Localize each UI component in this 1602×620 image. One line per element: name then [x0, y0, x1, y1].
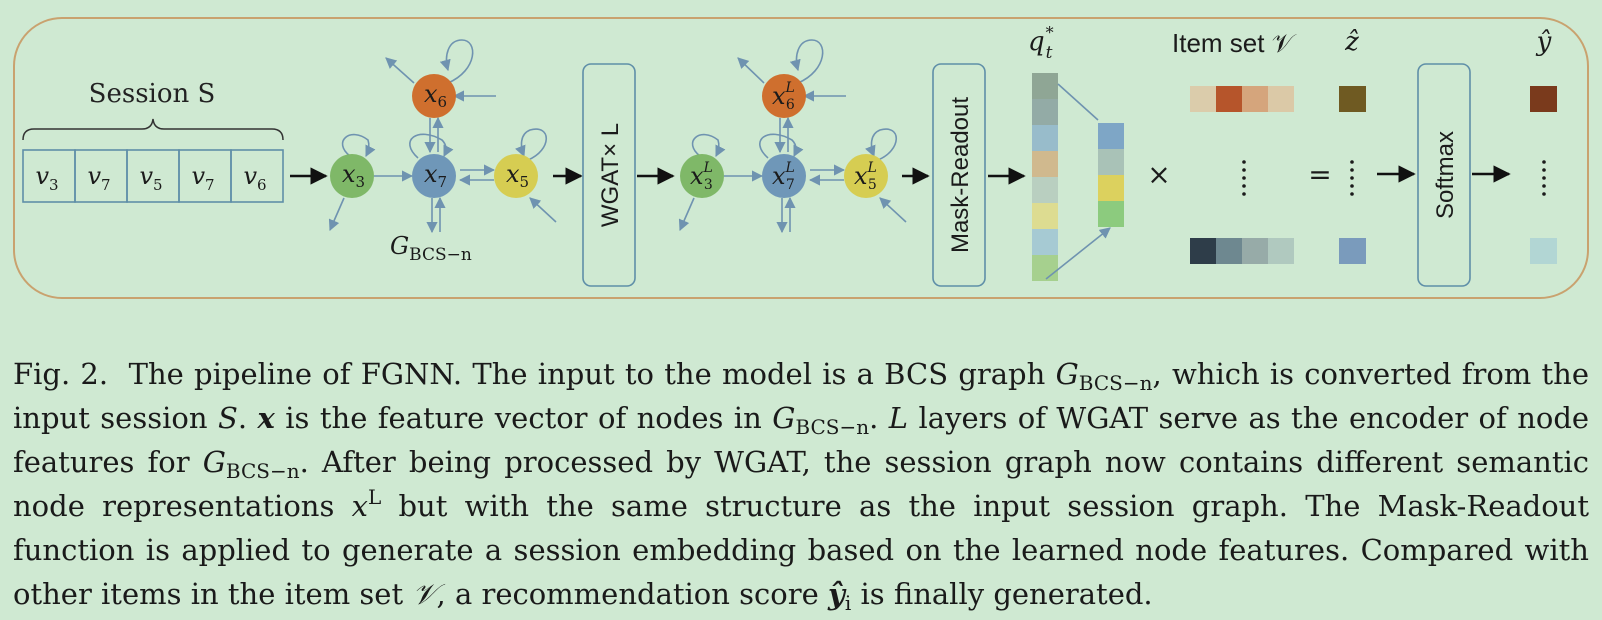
session-item-label: v7: [87, 162, 110, 194]
item-row-top: [1190, 86, 1294, 112]
y-top-cell: [1530, 86, 1557, 112]
caption-fig-label: Fig. 2.: [13, 357, 109, 391]
embedding-cell: [1032, 73, 1058, 99]
z-bottom-cell: [1339, 238, 1366, 264]
caption-v: 𝒱: [412, 577, 437, 611]
caption-g-3: G: [202, 445, 226, 479]
caption-text-6: layers of WGAT serve as the encoder of n…: [13, 401, 1590, 479]
caption-text-10: is finally generated.: [860, 577, 1153, 611]
y-ellipsis: [1542, 160, 1546, 196]
caption-xl-sup: L: [367, 485, 382, 509]
node-x3: [330, 154, 374, 198]
readout-box: [932, 63, 986, 287]
softmax-box: [1417, 63, 1471, 287]
y-bottom-cell: [1530, 238, 1557, 264]
caption-g-sub-2: BCS−n: [795, 415, 870, 439]
projection-line-bottom: [1045, 227, 1111, 280]
node-x7L: [762, 154, 806, 198]
caption-text-3: .: [237, 401, 248, 435]
caption-text-5: .: [869, 401, 879, 435]
caption-text-9: , a recommendation score: [436, 577, 819, 611]
caption-y: ŷ: [828, 577, 845, 611]
projected-column: [1098, 123, 1124, 227]
node-x5L: [844, 154, 888, 198]
caption-y-sub: i: [844, 591, 852, 615]
caption-g-sub: BCS−n: [1078, 371, 1153, 395]
wgat-label: WGAT× L: [597, 123, 624, 227]
caption-l: L: [888, 401, 909, 435]
output-session-graph: xL 6 xL 3 xL 7 xL 5: [678, 39, 907, 234]
session-embedding-label: q* t: [1028, 23, 1054, 63]
node-x5L-label: xL 5: [854, 160, 877, 193]
item-row-bottom: [1190, 238, 1294, 264]
session-cell: [230, 149, 284, 203]
figure-diagram: Session S v3 v7 v5 v7 v6: [13, 17, 1589, 299]
z-ellipsis: [1350, 160, 1354, 196]
node-x6: [412, 74, 456, 118]
session-item-label: v3: [35, 162, 58, 194]
item-cell: [1242, 238, 1268, 264]
item-cell: [1190, 238, 1216, 264]
node-x5: [494, 154, 538, 198]
caption-s: S: [217, 401, 238, 435]
caption-text-2: , which is converted from the input sess…: [13, 357, 1590, 435]
caption-g-sub-3: BCS−n: [225, 459, 300, 483]
session-item-label: v5: [139, 162, 162, 194]
node-x6L: [762, 74, 806, 118]
caption-xl: x: [351, 489, 368, 523]
item-cell: [1268, 238, 1294, 264]
z-hat-label: ẑ: [1344, 27, 1359, 57]
z-top-cell: [1339, 86, 1366, 112]
projected-cell: [1098, 123, 1124, 149]
session-embedding-column: [1032, 73, 1058, 281]
node-x3L: [680, 154, 724, 198]
item-cell: [1268, 86, 1294, 112]
session-brace: [22, 118, 284, 141]
wgat-box: [582, 63, 636, 287]
equals-symbol: =: [1308, 158, 1331, 191]
node-x7L-label: xL 7: [772, 160, 795, 193]
embedding-cell: [1032, 125, 1058, 151]
caption-text-7: . After being processed by WGAT, the ses…: [13, 445, 1589, 523]
node-x3L-label: xL 3: [690, 160, 713, 193]
embedding-cell: [1032, 229, 1058, 255]
times-symbol: ×: [1147, 158, 1170, 191]
input-session-graph: x6 x3 x7 x5 GBCS−n: [328, 39, 557, 265]
session-title: Session S: [89, 79, 216, 109]
embedding-cell: [1032, 99, 1058, 125]
embedding-cell: [1032, 177, 1058, 203]
session-sequence: v3 v7 v5 v7 v6: [22, 149, 284, 203]
item-cell: [1190, 86, 1216, 112]
diagram-panel: [13, 17, 1589, 299]
graph-label: GBCS−n: [390, 232, 472, 265]
figure-caption: Fig. 2. The pipeline of FGNN. The input …: [13, 352, 1589, 616]
caption-g-2: G: [772, 401, 796, 435]
readout-label: Mask-Readout: [947, 97, 974, 253]
caption-text-4: is the feature vector of nodes in: [285, 401, 762, 435]
embedding-cell: [1032, 151, 1058, 177]
caption-text-1: The pipeline of FGNN. The input to the m…: [128, 357, 1046, 391]
projected-cell: [1098, 149, 1124, 175]
softmax-label: Softmax: [1432, 131, 1459, 219]
caption-x: x: [257, 401, 275, 435]
projection-line-top: [1057, 83, 1099, 121]
node-x7: [412, 154, 456, 198]
item-set-label: Item set 𝒱: [1172, 28, 1297, 58]
projected-cell: [1098, 175, 1124, 201]
item-set-ellipsis: [1242, 160, 1246, 196]
item-cell: [1242, 86, 1268, 112]
item-cell: [1216, 86, 1242, 112]
node-x6L-label: xL 6: [772, 80, 795, 113]
projected-cell: [1098, 201, 1124, 227]
session-item-label: v6: [243, 162, 266, 194]
y-hat-label: ŷ: [1536, 27, 1552, 57]
caption-g: G: [1055, 357, 1079, 391]
caption-text-8: but with the same structure as the input…: [13, 489, 1589, 611]
embedding-cell: [1032, 255, 1058, 281]
session-item-label: v7: [191, 162, 214, 194]
embedding-cell: [1032, 203, 1058, 229]
item-cell: [1216, 238, 1242, 264]
